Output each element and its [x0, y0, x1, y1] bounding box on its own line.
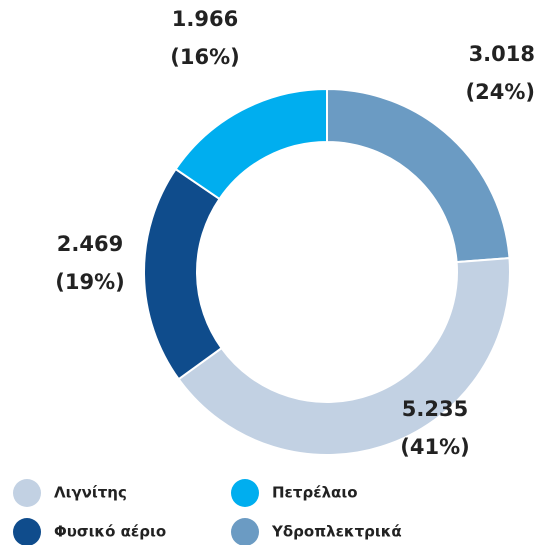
percent-label: (19%)	[55, 270, 124, 294]
value-label: 2.469	[57, 232, 123, 256]
percent-label: (41%)	[400, 435, 469, 459]
percent-label: (24%)	[466, 80, 535, 104]
value-label: 5.235	[402, 397, 468, 421]
legend-label: Λιγνίτης	[54, 484, 127, 502]
value-label: 3.018	[469, 42, 535, 66]
legend-swatch	[231, 518, 259, 545]
donut-slice	[174, 87, 328, 201]
legend-label: Φυσικό αέριο	[54, 523, 166, 541]
donut-slice	[143, 167, 224, 381]
donut-slice	[177, 256, 511, 456]
legend-label: Υδροπλεκτρικά	[271, 523, 402, 541]
legend-swatch	[13, 479, 41, 507]
legend-swatch	[13, 518, 41, 545]
percent-label: (16%)	[170, 45, 239, 69]
value-label: 1.966	[172, 7, 238, 31]
donut-slice	[326, 87, 511, 264]
legend-label: Πετρέλαιο	[272, 484, 358, 502]
legend-swatch	[231, 479, 259, 507]
